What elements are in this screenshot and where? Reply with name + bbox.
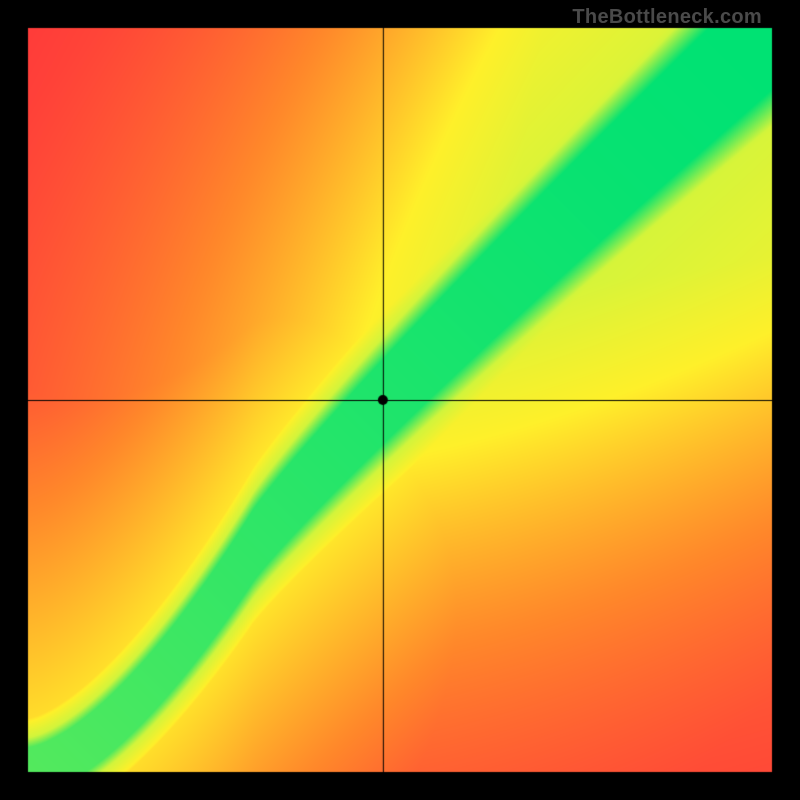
bottleneck-heatmap-canvas xyxy=(0,0,800,800)
watermark-text: TheBottleneck.com xyxy=(572,6,762,29)
bottleneck-heatmap-container: TheBottleneck.com xyxy=(0,0,800,800)
